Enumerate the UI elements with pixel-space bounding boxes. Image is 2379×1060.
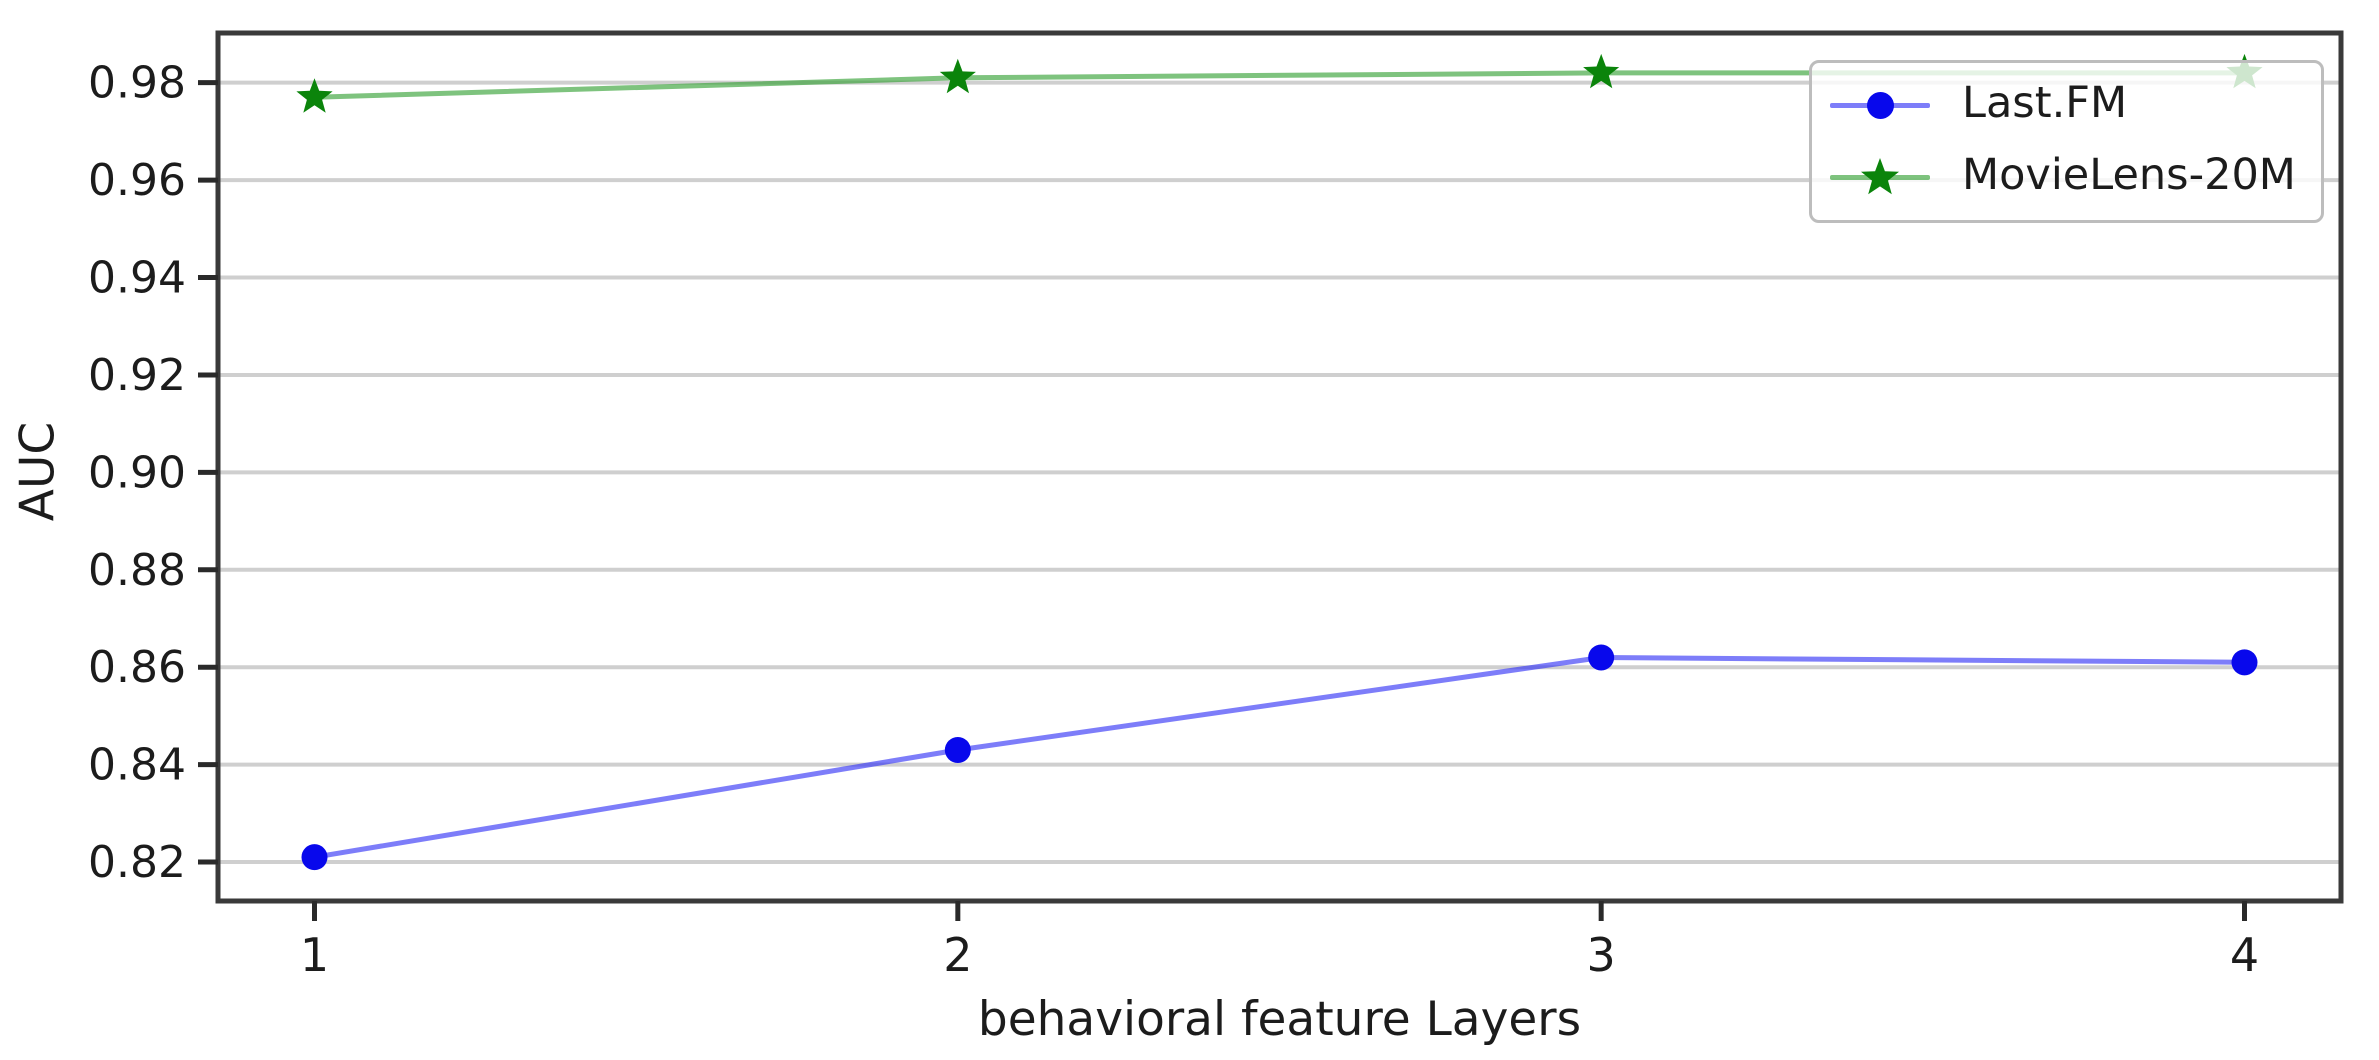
x-tick-label-3: 3 (1587, 928, 1616, 982)
y-tick-label-0.90: 0.90 (88, 447, 186, 498)
y-tick-label-0.86: 0.86 (88, 642, 186, 693)
x-tick-label-1: 1 (300, 928, 329, 982)
legend-sample-lastfm (1830, 82, 1930, 130)
legend-label-movielens: MovieLens-20M (1962, 150, 2296, 200)
y-tick-label-0.92: 0.92 (88, 350, 186, 401)
y-axis-label: AUC (10, 421, 66, 522)
legend: Last.FM MovieLens-20M (1809, 60, 2324, 223)
legend-sample-movielens (1830, 154, 1930, 202)
data-point-last-fm-x4 (2231, 649, 2258, 676)
data-point-movielens-20m-x2 (939, 58, 976, 94)
x-axis-label: behavioral feature Layers (977, 992, 1582, 1047)
series-line-last-fm (314, 655, 2245, 860)
data-point-movielens-20m-x3 (1583, 53, 1620, 89)
y-tick-label-0.88: 0.88 (88, 545, 186, 596)
circle-marker-icon (1866, 92, 1894, 119)
data-point-last-fm-x3 (1588, 644, 1615, 671)
y-tick-label-0.82: 0.82 (88, 837, 186, 888)
y-tick-label-0.84: 0.84 (88, 740, 186, 791)
legend-item-lastfm: Last.FM (1830, 77, 2303, 135)
axes-spines (215, 30, 2344, 904)
y-tick-label-0.94: 0.94 (88, 253, 186, 304)
y-tick-label-0.98: 0.98 (88, 58, 186, 109)
data-point-movielens-20m-x1 (296, 78, 333, 113)
x-tick-label-4: 4 (2230, 928, 2259, 982)
star-marker-icon (1861, 157, 1899, 194)
legend-label-lastfm: Last.FM (1962, 78, 2128, 128)
data-point-last-fm-x1 (301, 844, 328, 871)
legend-item-movielens: MovieLens-20M (1830, 149, 2303, 207)
x-tick-label-2: 2 (943, 928, 972, 982)
y-tick-label-0.96: 0.96 (88, 155, 186, 206)
data-point-last-fm-x2 (944, 737, 971, 764)
